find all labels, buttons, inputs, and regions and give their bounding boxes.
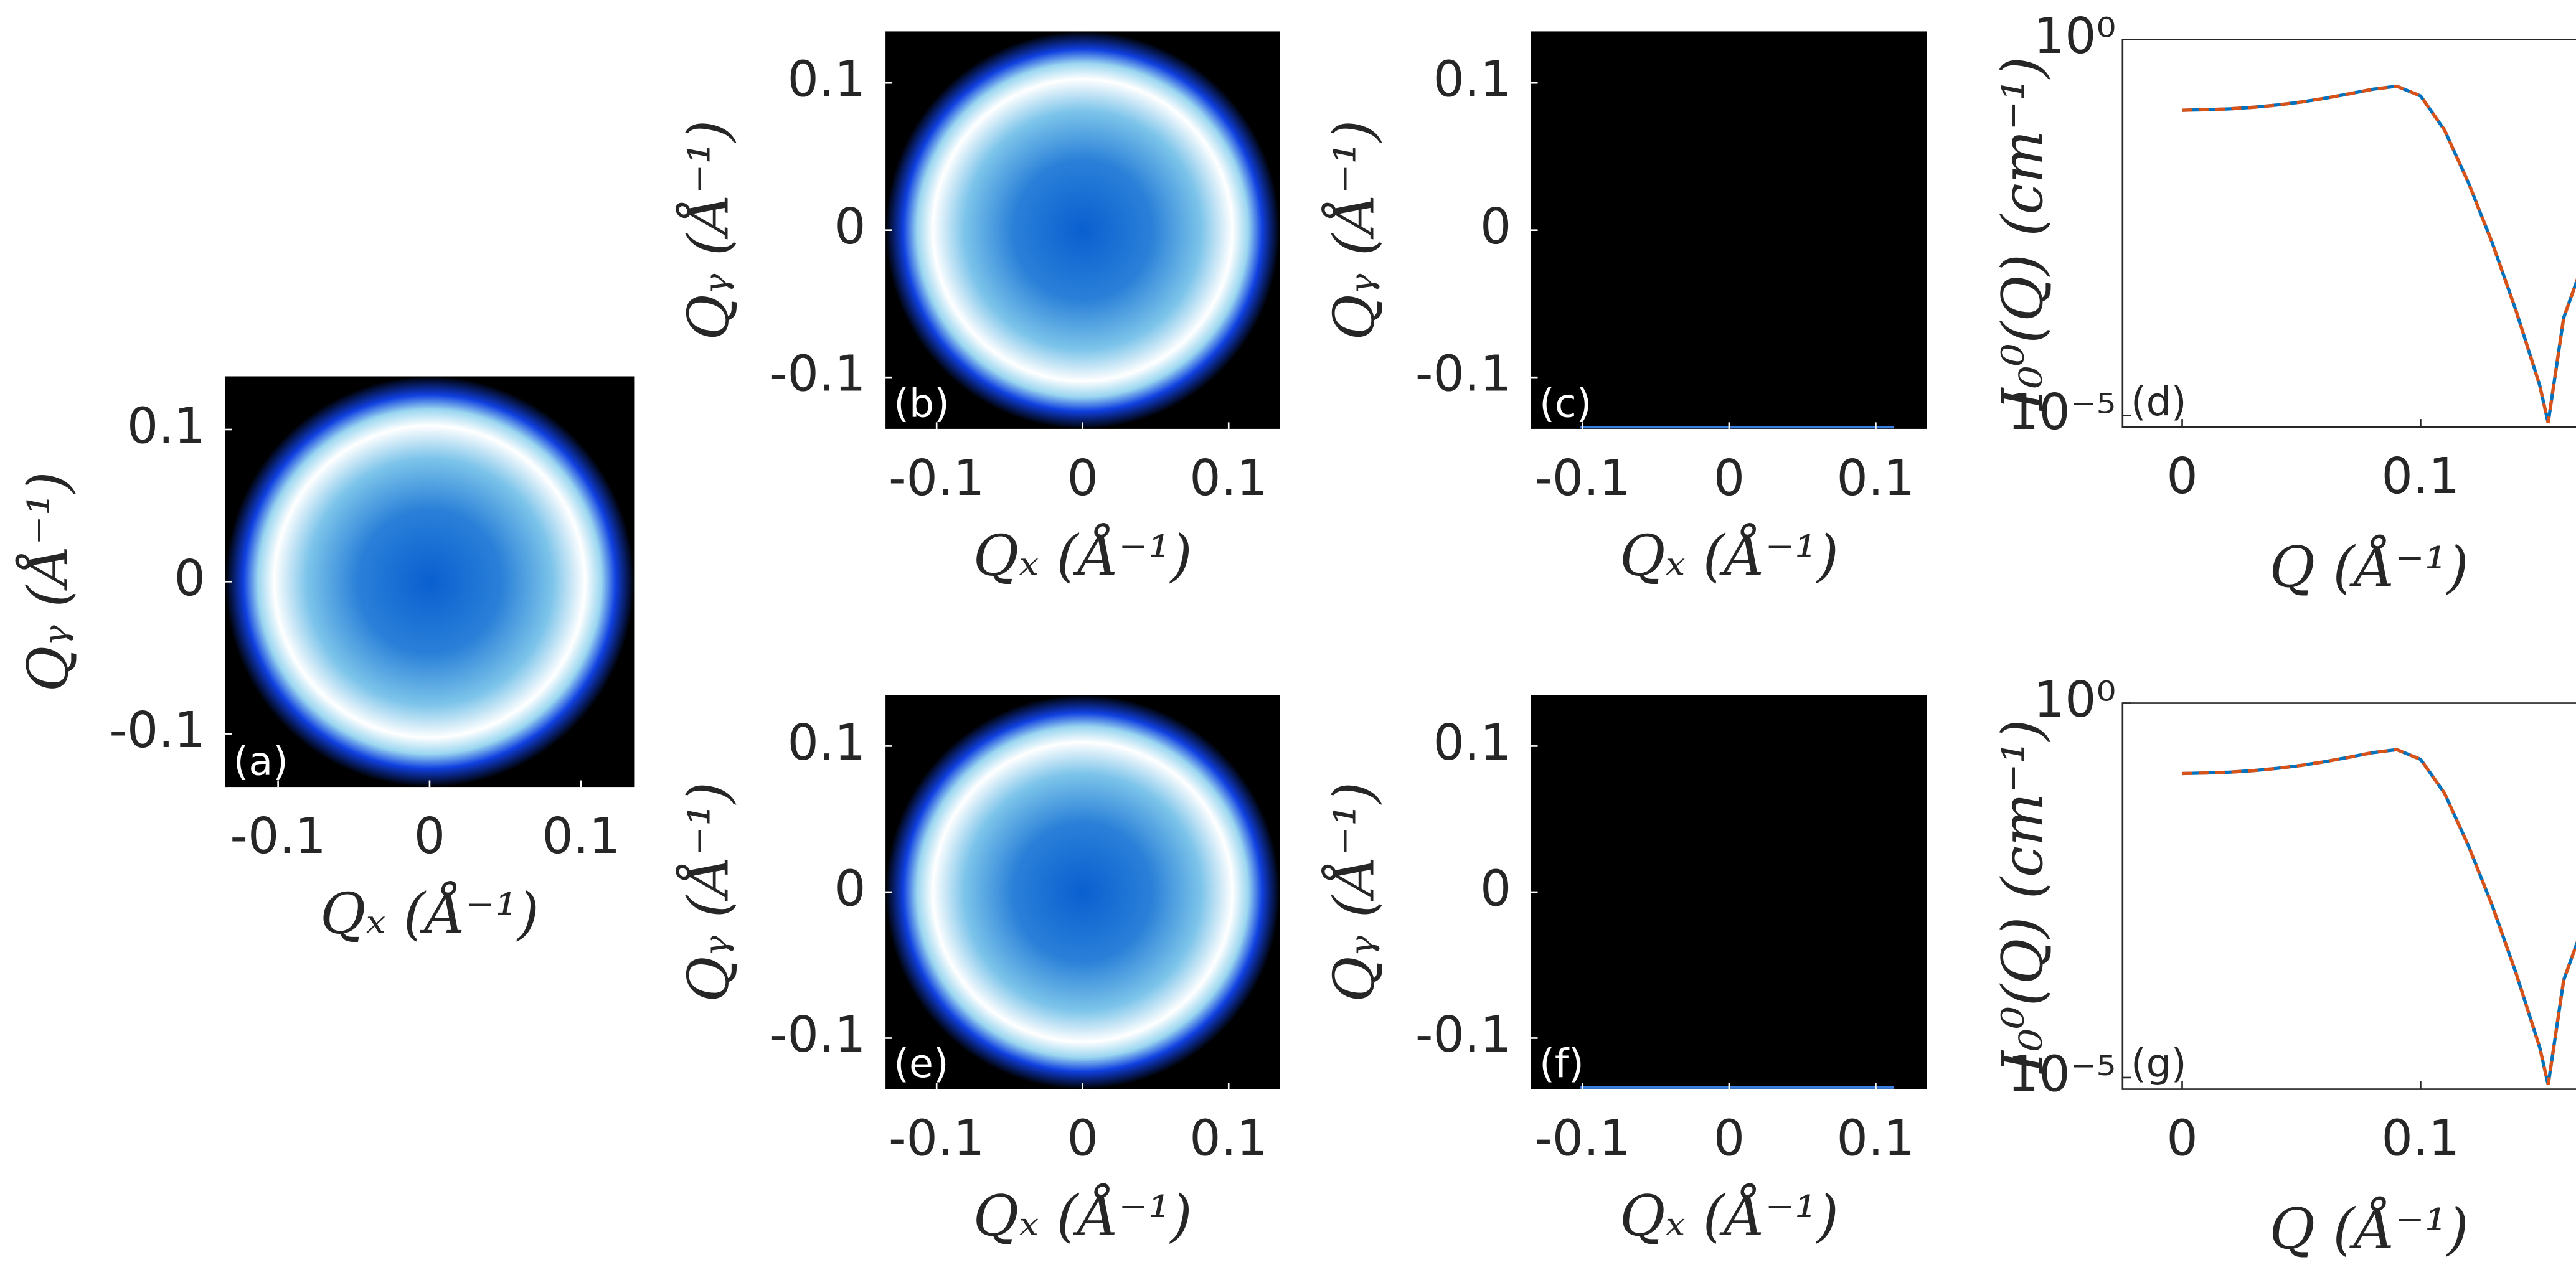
- y-tick-label: 0: [1480, 860, 1511, 917]
- y-axis-label: I₀⁰(Q) (cm⁻¹): [1991, 57, 2055, 412]
- x-axis-label: Q (Å⁻¹): [2270, 1196, 2469, 1262]
- heatmap-image: [885, 695, 1280, 1089]
- y-tick-label: -0.1: [1415, 346, 1511, 403]
- y-tick-label: 0: [174, 550, 205, 607]
- data-line: [2182, 84, 2576, 423]
- y-tick-label: -0.1: [770, 346, 866, 403]
- x-tick-label: 0: [2166, 1109, 2197, 1167]
- x-tick-label: 0: [2166, 448, 2197, 505]
- series-group: [2182, 748, 2576, 1086]
- heatmap-image: [885, 31, 1280, 429]
- panel: -0.1 0 0.1 -0.1 0 0.1 (a) Qₓ (Å⁻¹) Qᵧ (Å⁻¹): [15, 376, 635, 947]
- x-tick-label: 0.1: [1836, 1109, 1915, 1167]
- y-tick-label: 0.1: [1433, 51, 1511, 108]
- x-tick-label: -0.1: [889, 1109, 984, 1167]
- y-tick-label: 0.1: [788, 51, 866, 108]
- y-axis-label: Qᵧ (Å⁻¹): [1321, 782, 1387, 1002]
- x-tick-label: 0.1: [542, 807, 620, 865]
- panel-label: (b): [894, 380, 950, 426]
- x-axis-label: Qₓ (Å⁻¹): [320, 881, 539, 947]
- x-tick-label: 0.1: [1189, 449, 1268, 507]
- x-tick-label: 0: [414, 807, 445, 865]
- x-axis-label: Q (Å⁻¹): [2270, 534, 2469, 600]
- x-tick-label: 0: [1714, 449, 1745, 507]
- x-tick-label: 0: [1714, 1109, 1745, 1167]
- data-line: [2182, 748, 2576, 1086]
- y-tick-label: 10⁰: [2034, 671, 2116, 728]
- y-tick-label: 0: [834, 198, 866, 255]
- y-tick-label: -0.1: [109, 702, 205, 759]
- y-tick-label: 0: [1480, 198, 1511, 255]
- y-axis-label: Qᵧ (Å⁻¹): [675, 120, 741, 341]
- heatmap-image: [1531, 31, 1927, 429]
- panel-label: (g): [2131, 1040, 2187, 1086]
- heatmap-image: [1531, 695, 1927, 1089]
- x-tick-label: 0.1: [2381, 448, 2460, 505]
- y-tick-label: 0.1: [127, 397, 205, 454]
- x-axis-label: Qₓ (Å⁻¹): [1620, 1183, 1839, 1249]
- y-axis-label: Qᵧ (Å⁻¹): [15, 471, 81, 692]
- panel: -0.1 0 0.1 -0.1 0 0.1 (e) Qₓ (Å⁻¹) Qᵧ (Å⁻¹): [675, 695, 1280, 1249]
- x-tick-label: 0: [1067, 1109, 1098, 1167]
- panel: 0 0.1 10⁻⁵ 10⁰ (g) Q (Å⁻¹) I₀⁰(Q) (cm⁻¹): [1991, 671, 2576, 1262]
- x-tick-label: -0.1: [1534, 449, 1630, 507]
- panel: -0.1 0 0.1 -0.1 0 0.1 (c) Qₓ (Å⁻¹) Qᵧ (Å⁻¹): [1321, 31, 1927, 588]
- y-axis-label: Qᵧ (Å⁻¹): [675, 782, 741, 1002]
- panel-label: (c): [1539, 380, 1592, 426]
- x-tick-label: 0.1: [2381, 1109, 2460, 1167]
- y-tick-label: 0.1: [788, 714, 866, 771]
- x-axis-label: Qₓ (Å⁻¹): [973, 522, 1192, 588]
- panel-label: (f): [1539, 1040, 1584, 1086]
- x-tick-label: -0.1: [1534, 1109, 1630, 1167]
- plot-area: [2121, 39, 2576, 428]
- y-tick-label: -0.1: [1415, 1006, 1511, 1063]
- panel: 0 0.1 10⁻⁵ 10⁰ (d) Q (Å⁻¹) I₀⁰(Q) (cm⁻¹): [1991, 7, 2576, 600]
- y-tick-label: 0: [834, 860, 866, 917]
- panel: -0.1 0 0.1 -0.1 0 0.1 (b) Qₓ (Å⁻¹) Qᵧ (Å⁻¹): [675, 31, 1280, 588]
- y-axis-label: I₀⁰(Q) (cm⁻¹): [1991, 720, 2055, 1075]
- x-tick-label: 0.1: [1836, 449, 1915, 507]
- y-tick-label: 0.1: [1433, 714, 1511, 771]
- y-tick-label: 10⁻⁵: [2007, 383, 2116, 441]
- panel-label: (d): [2131, 379, 2187, 425]
- x-axis-label: Qₓ (Å⁻¹): [973, 1183, 1192, 1249]
- panel-label: (e): [894, 1040, 948, 1086]
- panel-label: (a): [234, 738, 288, 784]
- panel: -0.1 0 0.1 -0.1 0 0.1 (f) Qₓ (Å⁻¹) Qᵧ (Å⁻¹): [1321, 695, 1927, 1249]
- series-group: [2182, 84, 2576, 423]
- y-tick-label: 10⁰: [2034, 7, 2116, 65]
- x-tick-label: -0.1: [889, 449, 984, 507]
- y-axis-label: Qᵧ (Å⁻¹): [1321, 120, 1387, 341]
- x-tick-label: 0.1: [1189, 1109, 1268, 1167]
- x-axis-label: Qₓ (Å⁻¹): [1620, 522, 1839, 588]
- x-tick-label: -0.1: [230, 807, 326, 865]
- y-tick-label: -0.1: [770, 1006, 866, 1063]
- y-tick-label: 10⁻⁵: [2007, 1045, 2116, 1103]
- x-tick-label: 0: [1067, 449, 1098, 507]
- plot-area: [2121, 702, 2576, 1090]
- heatmap-image: [225, 376, 635, 788]
